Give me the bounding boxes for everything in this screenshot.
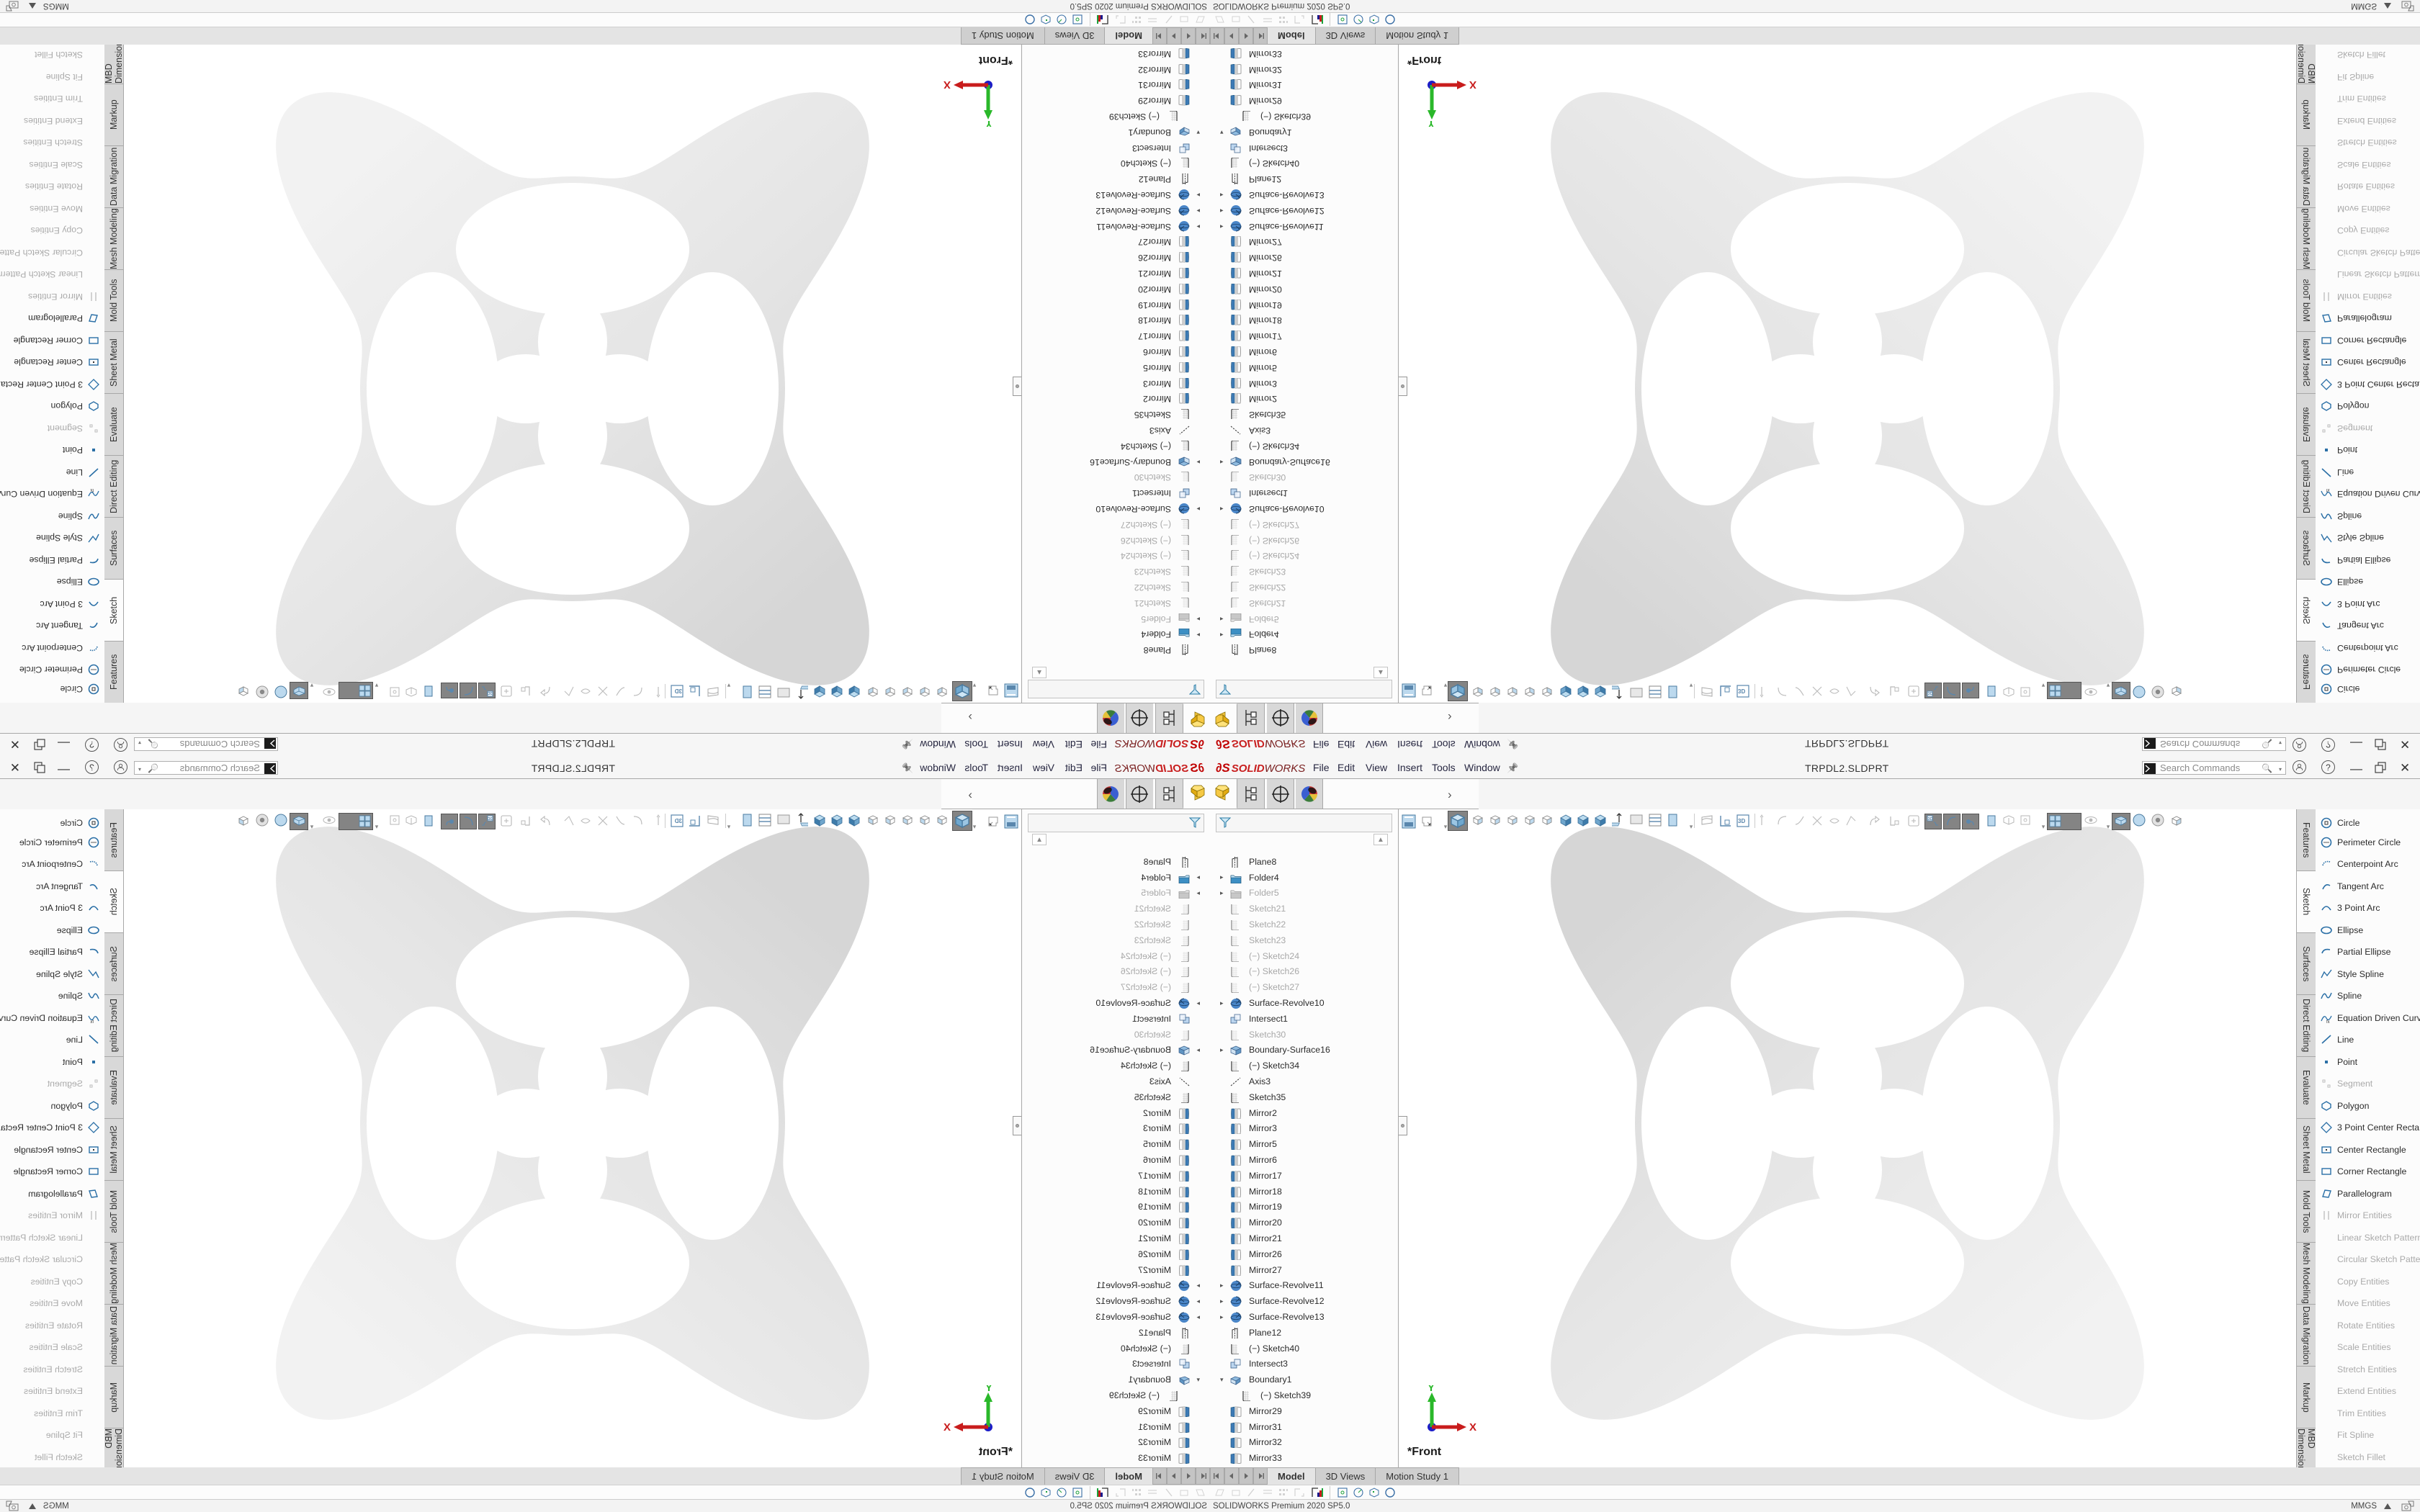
- svg-text:X: X: [1469, 1421, 1476, 1434]
- svg-text:3D: 3D: [1928, 817, 1933, 822]
- svg-text:Y: Y: [985, 118, 992, 127]
- svg-text:fx: fx: [2326, 1020, 2330, 1025]
- svg-text:3D: 3D: [1738, 688, 1745, 694]
- svg-text:3D: 3D: [1928, 690, 1933, 695]
- svg-text:3D: 3D: [675, 818, 682, 824]
- svg-text:X: X: [944, 1421, 951, 1434]
- svg-text:Y: Y: [1428, 1385, 1435, 1394]
- svg-text:3D: 3D: [487, 690, 492, 695]
- svg-text:3D: 3D: [487, 817, 492, 822]
- svg-text:fx: fx: [90, 1020, 94, 1025]
- svg-text:fx: fx: [90, 487, 94, 492]
- svg-text:3D: 3D: [675, 688, 682, 694]
- svg-text:X: X: [944, 78, 951, 91]
- svg-text:X: X: [1469, 78, 1476, 91]
- svg-text:Y: Y: [1428, 118, 1435, 127]
- svg-text:fx: fx: [2326, 487, 2330, 492]
- svg-text:Y: Y: [985, 1385, 992, 1394]
- svg-text:3D: 3D: [1738, 818, 1745, 824]
